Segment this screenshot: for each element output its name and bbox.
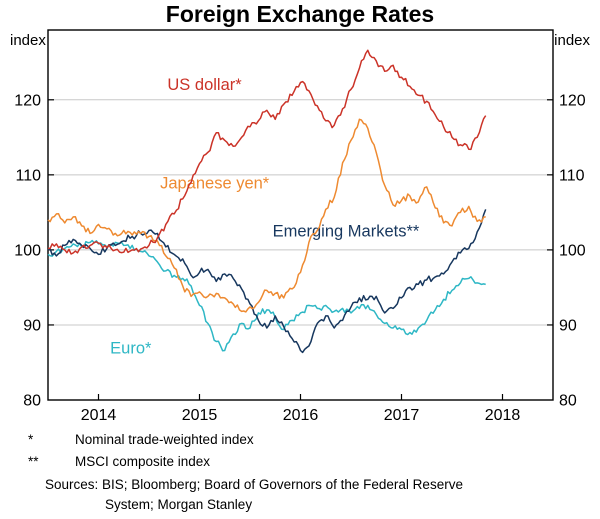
footnotes-block: * Nominal trade-weighted index ** MSCI c… xyxy=(0,430,600,515)
y-label-left-90: 90 xyxy=(23,317,41,334)
y-label-left-110: 110 xyxy=(15,167,41,184)
sources-line-1: Sources: BIS; Bloomberg; Board of Govern… xyxy=(45,477,463,492)
y-label-right-110: 110 xyxy=(559,167,585,184)
series-line-us-dollar xyxy=(48,49,487,255)
series-label-emerging-markets: Emerging Markets** xyxy=(273,222,420,240)
footnote-1-marker: * xyxy=(28,432,34,447)
series-line-japanese-yen xyxy=(47,118,486,313)
footnote-1-text: Nominal trade-weighted index xyxy=(75,432,254,447)
series-label-japanese-yen: Japanese yen* xyxy=(160,174,270,192)
y-label-right-120: 120 xyxy=(559,92,586,109)
x-label-2016: 2016 xyxy=(283,407,319,424)
x-label-2014: 2014 xyxy=(81,407,117,424)
footnote-2-text: MSCI composite index xyxy=(75,454,211,469)
series-line-euro xyxy=(47,239,486,352)
sources-line-2: System; Morgan Stanley xyxy=(105,497,253,512)
footnote-1: * Nominal trade-weighted index xyxy=(28,430,600,450)
x-label-2017: 2017 xyxy=(384,407,420,424)
axis-caption-right: index xyxy=(554,32,590,49)
y-label-left-100: 100 xyxy=(14,242,41,259)
series-line-emerging-markets xyxy=(47,209,487,354)
y-label-right-90: 90 xyxy=(559,317,577,334)
y-label-right-80: 80 xyxy=(559,393,577,410)
footnote-2-marker: ** xyxy=(28,454,39,469)
x-label-2015: 2015 xyxy=(182,407,218,424)
fx-chart-svg: 80 80 90 90 100 100 110 110 120 120 index index 2014… xyxy=(10,29,591,424)
sources-block: Sources: BIS; Bloomberg; Board of Govern… xyxy=(45,475,600,515)
footnote-2: ** MSCI composite index xyxy=(28,452,600,472)
chart-title: Foreign Exchange Rates xyxy=(165,1,435,27)
y-label-left-120: 120 xyxy=(14,92,41,109)
axis-caption-left: index xyxy=(10,32,46,49)
series-label-euro: Euro* xyxy=(110,339,152,357)
x-label-2018: 2018 xyxy=(485,407,521,424)
y-label-right-100: 100 xyxy=(559,242,586,259)
series-label-us-dollar: US dollar* xyxy=(167,76,242,94)
y-label-left-80: 80 xyxy=(23,393,41,410)
